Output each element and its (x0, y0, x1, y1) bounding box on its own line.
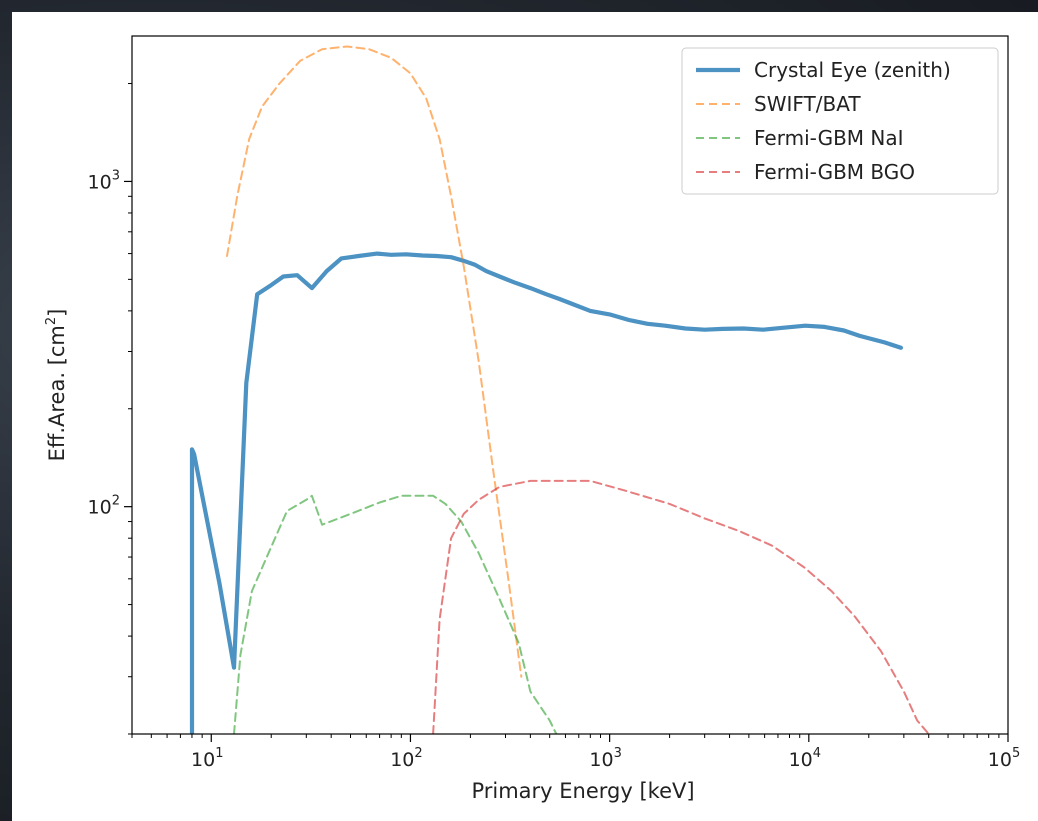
plot-frame (131, 35, 1009, 735)
series-line-swift-bat (226, 45, 523, 678)
legend-box (681, 47, 999, 195)
x-tick-base: 10 (789, 749, 813, 771)
y-axis-title-prefix: Eff.Area. [cm (45, 325, 69, 461)
legend-label-swift-bat: SWIFT/BAT (754, 92, 861, 116)
y-tick-label: 102 (88, 494, 120, 519)
x-tick-exponent: 5 (1012, 746, 1020, 761)
series-line-crystal-eye-zenith (189, 251, 903, 734)
x-tick-base: 10 (589, 749, 613, 771)
x-tick-exponent: 3 (614, 746, 622, 761)
y-tick-base: 10 (88, 171, 112, 193)
y-tick-label: 103 (88, 168, 120, 193)
y-tick-exponent: 2 (112, 494, 120, 509)
y-axis-title-exponent: 2 (44, 317, 59, 325)
x-tick-exponent: 2 (414, 746, 422, 761)
series-line-fermi-gbm-nai (233, 494, 558, 734)
series-line-fermi-gbm-bgo (432, 479, 930, 734)
x-tick-label: 101 (191, 746, 223, 771)
x-tick-label: 103 (589, 746, 621, 771)
legend-label-fermi-gbm-bgo: Fermi-GBM BGO (754, 160, 915, 184)
legend: Crystal Eye (zenith) SWIFT/BAT Fermi-GBM N… (681, 47, 999, 195)
y-axis-title-suffix: ] (45, 309, 69, 317)
legend-label-crystal-eye-zenith: Crystal Eye (zenith) (754, 58, 951, 82)
x-tick-label: 104 (789, 746, 821, 771)
y-axis-title: Eff.Area. [cm2] (44, 309, 69, 462)
figure-canvas: 101 102 103 104 105 102 103 Primary Energy [ke… (12, 12, 1038, 821)
x-tick-base: 10 (390, 749, 414, 771)
x-tick-exponent: 1 (215, 746, 223, 761)
x-tick-label: 105 (988, 746, 1020, 771)
legend-label-fermi-gbm-nai: Fermi-GBM NaI (754, 126, 904, 150)
x-tick-base: 10 (988, 749, 1012, 771)
x-axis-title: Primary Energy [keV] (471, 779, 694, 803)
y-tick-base: 10 (88, 497, 112, 519)
x-tick-label: 102 (390, 746, 422, 771)
y-tick-exponent: 3 (112, 168, 120, 183)
x-tick-base: 10 (191, 749, 215, 771)
x-tick-exponent: 4 (813, 746, 821, 761)
series-layer (189, 45, 930, 734)
